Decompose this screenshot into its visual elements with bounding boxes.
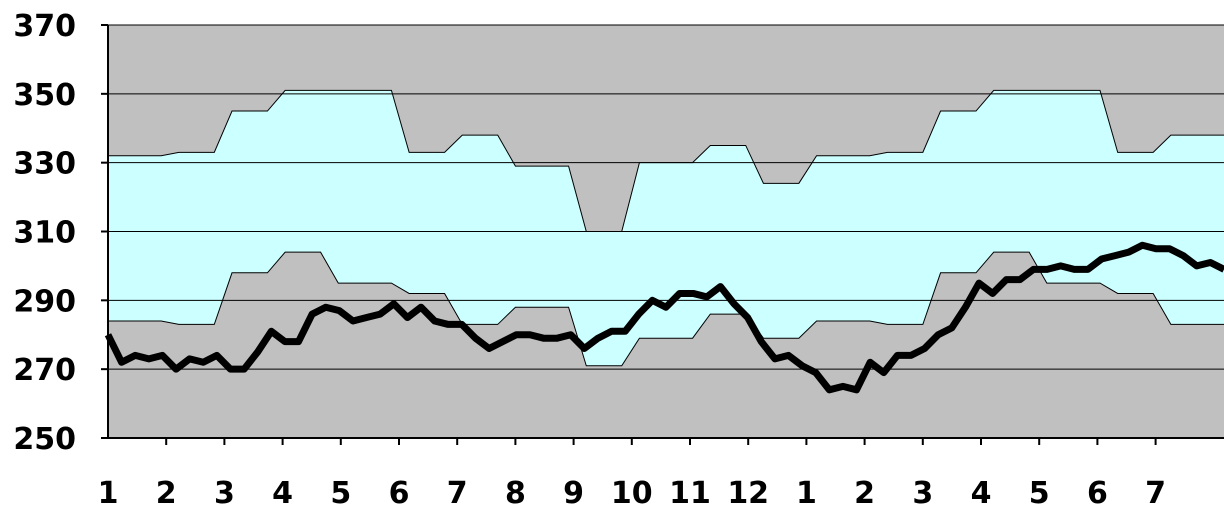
x-tick-label: 1: [98, 476, 119, 507]
upper-bound-line: [108, 89, 1224, 232]
y-tick-label: 350: [13, 78, 76, 113]
x-tick-label: 3: [214, 476, 235, 507]
y-tick-label: 250: [13, 422, 76, 457]
y-tick-label: 370: [13, 9, 76, 44]
x-tick-label: 2: [854, 476, 875, 507]
y-tick-label: 310: [13, 216, 76, 251]
y-tick-label: 330: [13, 147, 76, 182]
x-tick-label: 1: [796, 476, 817, 507]
x-tick-label: 9: [563, 476, 584, 507]
x-tick-label: 4: [272, 476, 293, 507]
x-tick-label: 10: [611, 476, 653, 507]
axes: [101, 24, 1224, 445]
x-tick-label: 5: [330, 476, 351, 507]
x-tick-label: 2: [156, 476, 177, 507]
x-tick-label: 7: [447, 476, 468, 507]
x-tick-label: 6: [389, 476, 410, 507]
y-tick-label: 290: [13, 284, 76, 319]
y-tick-label: 270: [13, 353, 76, 388]
x-tick-label: 4: [971, 476, 992, 507]
x-tick-label: 7: [1145, 476, 1166, 507]
x-tick-label: 5: [1029, 476, 1050, 507]
actual-series-line: [104, 241, 1224, 394]
x-tick-label: 11: [669, 476, 711, 507]
x-tick-label: 12: [727, 476, 769, 507]
y-tick-labels: 250 270 290 310 330 350 370: [13, 9, 76, 457]
x-tick-label: 3: [912, 476, 933, 507]
inner-band-area: [108, 90, 1224, 366]
x-tick-label: 6: [1087, 476, 1108, 507]
x-tick-label: 8: [505, 476, 526, 507]
x-tick-labels: 1 2 3 4 5 6 7 8 9 10 11 12 1 2 3 4 5 6 7: [98, 476, 1166, 507]
